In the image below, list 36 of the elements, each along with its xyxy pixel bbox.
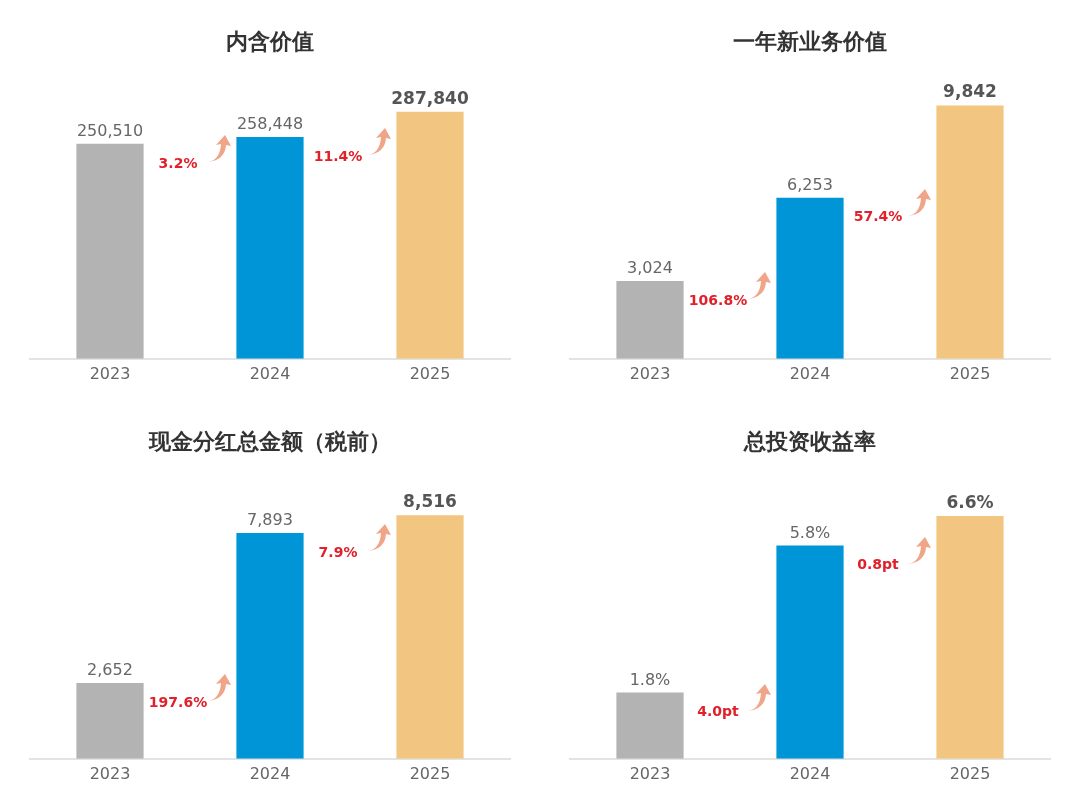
x-tick-label: 2023	[89, 363, 131, 383]
annotation: 4.0pt	[697, 703, 740, 720]
chart-title: 总投资收益率	[743, 428, 876, 454]
x-tick-label: 2024	[249, 363, 291, 383]
x-tick-label: 2025	[409, 363, 451, 383]
data-label: 5.8%	[789, 522, 831, 542]
data-label: 6.6%	[946, 492, 994, 513]
x-tick-label: 2025	[949, 363, 991, 383]
data-label: 6,253	[787, 175, 833, 194]
data-label: 250,510	[76, 121, 144, 141]
annotation: 106.8%	[688, 291, 748, 308]
data-label: 2,652	[87, 660, 133, 680]
chart-title: 一年新业务价值	[733, 28, 887, 54]
data-label: 9,842	[943, 81, 997, 102]
data-label: 3,024	[627, 258, 673, 278]
data-label: 1.8%	[629, 669, 671, 689]
annotation: 57.4%	[853, 208, 903, 225]
annotation: 7.9%	[318, 543, 358, 560]
x-tick-label: 2025	[949, 763, 991, 783]
x-tick-label: 2023	[89, 763, 131, 783]
data-label: 287,840	[391, 87, 469, 108]
x-tick-label: 2024	[789, 763, 831, 783]
x-tick-label: 2023	[629, 763, 671, 783]
annotation: 11.4%	[313, 147, 363, 164]
x-tick-label: 2024	[249, 763, 291, 783]
x-tick-label: 2024	[789, 363, 831, 383]
data-label: 7,893	[247, 510, 293, 530]
x-tick-label: 2025	[409, 763, 451, 783]
annotation: 197.6%	[148, 693, 208, 710]
annotation: 3.2%	[158, 154, 198, 171]
annotation: 0.8pt	[857, 556, 900, 573]
x-tick-label: 2023	[629, 363, 671, 383]
data-label: 8,516	[403, 491, 457, 512]
chart-title: 内含价值	[226, 28, 314, 54]
chart-title: 现金分红总金额（税前）	[148, 428, 391, 454]
data-label: 258,448	[236, 114, 304, 134]
